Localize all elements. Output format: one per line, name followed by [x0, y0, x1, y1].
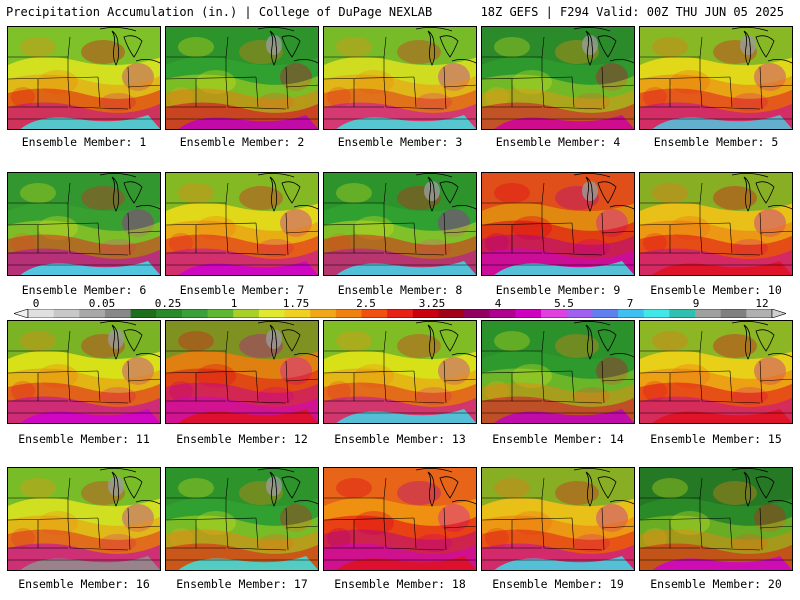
ensemble-map-9	[481, 172, 635, 276]
precip-map	[482, 321, 634, 423]
precip-map	[324, 27, 476, 129]
colorbar-tick-label: 4	[494, 297, 502, 310]
colorbar-tick-label: 1	[230, 297, 238, 310]
ensemble-member-label: Ensemble Member: 17	[176, 577, 308, 591]
ensemble-member-label: Ensemble Member: 4	[495, 135, 621, 149]
precip-map	[166, 27, 318, 129]
precip-map	[482, 27, 634, 129]
header-valid-time: 18Z GEFS | F294 Valid: 00Z THU JUN 05 20…	[480, 5, 784, 19]
ensemble-member-label: Ensemble Member: 19	[492, 577, 624, 591]
ensemble-map-19	[481, 467, 635, 571]
ensemble-member-label: Ensemble Member: 16	[18, 577, 150, 591]
precip-map	[166, 173, 318, 275]
precip-map	[166, 321, 318, 423]
colorbar-tick-label: 5.5	[554, 297, 574, 310]
ensemble-map-16	[7, 467, 161, 571]
ensemble-map-5	[639, 26, 793, 130]
colorbar-tick-label: 7	[626, 297, 634, 310]
ensemble-member-label: Ensemble Member: 6	[21, 283, 147, 297]
ensemble-member-label: Ensemble Member: 8	[337, 283, 463, 297]
ensemble-map-3	[323, 26, 477, 130]
ensemble-map-17	[165, 467, 319, 571]
colorbar-tick-label: 0.05	[88, 297, 116, 310]
colorbar-tick-label: 12	[755, 297, 769, 310]
precip-map	[324, 321, 476, 423]
ensemble-member-label: Ensemble Member: 5	[653, 135, 779, 149]
ensemble-map-20	[639, 467, 793, 571]
ensemble-map-2	[165, 26, 319, 130]
ensemble-member-label: Ensemble Member: 12	[176, 432, 308, 446]
precip-map	[640, 321, 792, 423]
ensemble-member-label: Ensemble Member: 7	[179, 283, 305, 297]
precip-map	[8, 321, 160, 423]
ensemble-member-label: Ensemble Member: 10	[650, 283, 782, 297]
precip-map	[324, 468, 476, 570]
colorbar-tick-label: 1.75	[282, 297, 310, 310]
colorbar	[14, 309, 786, 318]
ensemble-member-label: Ensemble Member: 20	[650, 577, 782, 591]
precip-map	[166, 468, 318, 570]
ensemble-map-4	[481, 26, 635, 130]
ensemble-map-13	[323, 320, 477, 424]
precip-map	[8, 173, 160, 275]
precip-map	[482, 173, 634, 275]
ensemble-map-15	[639, 320, 793, 424]
ensemble-map-10	[639, 172, 793, 276]
precip-map	[640, 27, 792, 129]
ensemble-member-label: Ensemble Member: 1	[21, 135, 147, 149]
ensemble-map-11	[7, 320, 161, 424]
colorbar-tick-label: 0.25	[154, 297, 182, 310]
ensemble-map-6	[7, 172, 161, 276]
ensemble-member-label: Ensemble Member: 3	[337, 135, 463, 149]
ensemble-map-8	[323, 172, 477, 276]
colorbar-tick-label: 9	[692, 297, 700, 310]
header-title: Precipitation Accumulation (in.) | Colle…	[6, 5, 433, 19]
precip-map	[8, 468, 160, 570]
precip-map	[324, 173, 476, 275]
ensemble-member-label: Ensemble Member: 9	[495, 283, 621, 297]
precip-map	[640, 173, 792, 275]
ensemble-map-1	[7, 26, 161, 130]
colorbar-tick-label: 3.25	[418, 297, 446, 310]
ensemble-member-label: Ensemble Member: 2	[179, 135, 305, 149]
precip-map	[8, 27, 160, 129]
ensemble-map-7	[165, 172, 319, 276]
ensemble-member-label: Ensemble Member: 18	[334, 577, 466, 591]
ensemble-map-18	[323, 467, 477, 571]
ensemble-member-label: Ensemble Member: 11	[18, 432, 150, 446]
ensemble-member-label: Ensemble Member: 13	[334, 432, 466, 446]
colorbar-tick-label: 0	[32, 297, 40, 310]
ensemble-member-label: Ensemble Member: 15	[650, 432, 782, 446]
ensemble-map-12	[165, 320, 319, 424]
ensemble-map-14	[481, 320, 635, 424]
precip-map	[640, 468, 792, 570]
colorbar-tick-label: 2.5	[356, 297, 376, 310]
ensemble-member-label: Ensemble Member: 14	[492, 432, 624, 446]
precip-map	[482, 468, 634, 570]
